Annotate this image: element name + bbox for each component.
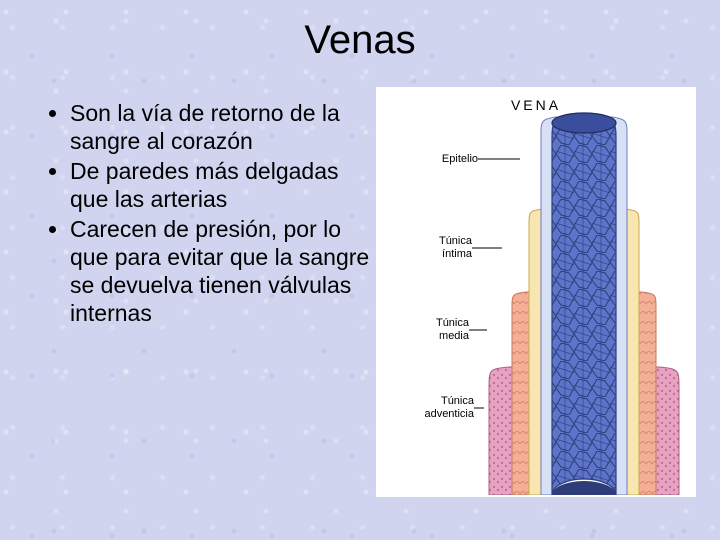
vein-figure: VENA Epitelio Túnica íntima Túnica media…	[376, 87, 696, 497]
text-column: Son la vía de retorno de la sangre al co…	[24, 87, 376, 497]
slide-title: Venas	[0, 0, 720, 63]
label-text: Epitelio	[442, 153, 478, 165]
label-text: Túnica media	[436, 317, 469, 342]
label-tunica-intima: Túnica íntima	[439, 235, 472, 260]
list-item: Son la vía de retorno de la sangre al co…	[70, 99, 376, 155]
label-tunica-media: Túnica media	[436, 317, 469, 342]
layer-lumen	[552, 115, 616, 495]
bullet-list: Son la vía de retorno de la sangre al co…	[46, 99, 376, 327]
label-text: Túnica adventicia	[424, 395, 474, 420]
list-item: Carecen de presión, por lo que para evit…	[70, 215, 376, 327]
vein-svg	[484, 109, 684, 495]
label-epitelio: Epitelio	[442, 153, 478, 166]
lumen-opening	[552, 113, 616, 133]
leader-line	[474, 407, 484, 408]
content-row: Son la vía de retorno de la sangre al co…	[0, 63, 720, 497]
label-tunica-adventicia: Túnica adventicia	[424, 395, 474, 420]
figure-column: VENA Epitelio Túnica íntima Túnica media…	[376, 87, 696, 497]
label-text: Túnica íntima	[439, 235, 472, 260]
list-item: De paredes más delgadas que las arterias	[70, 157, 376, 213]
